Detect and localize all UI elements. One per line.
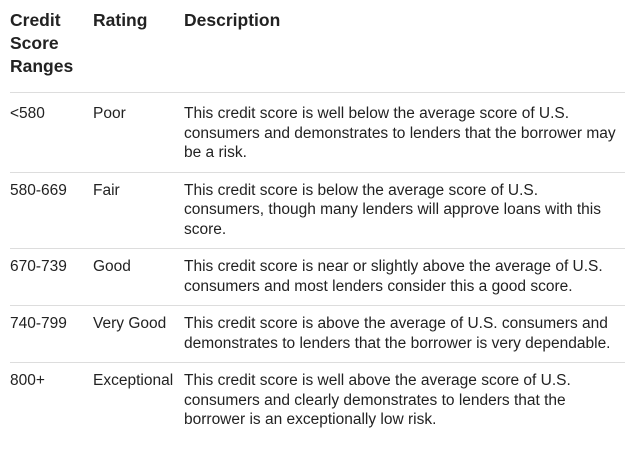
- table-header: Credit Score Ranges Rating Description: [10, 0, 625, 93]
- header-credit-score-ranges: Credit Score Ranges: [10, 10, 74, 76]
- description-cell: This credit score is well above the aver…: [184, 372, 571, 428]
- description-cell: This credit score is well below the aver…: [184, 105, 616, 161]
- rating-cell: Exceptional: [93, 372, 174, 389]
- table-row: 740-799 Very Good This credit score is a…: [10, 305, 625, 363]
- rating-cell: Fair: [93, 181, 120, 199]
- score-range-cell: 580-669: [10, 181, 67, 199]
- credit-score-table: Credit Score Ranges Rating Description <…: [10, 0, 625, 439]
- description-cell: This credit score is above the average o…: [184, 315, 611, 352]
- score-range-cell: 670-739: [10, 258, 67, 275]
- table-row: <580 Poor This credit score is well belo…: [10, 92, 625, 173]
- table-row: 580-669 Fair This credit score is below …: [10, 172, 625, 249]
- header-rating: Rating: [93, 10, 148, 30]
- table-body: <580 Poor This credit score is well belo…: [10, 92, 625, 439]
- score-range-cell: 800+: [10, 372, 45, 389]
- table-row: 670-739 Good This credit score is near o…: [10, 248, 625, 306]
- rating-cell: Good: [93, 258, 131, 275]
- rating-cell: Poor: [93, 105, 126, 122]
- table-row: 800+ Exceptional This credit score is we…: [10, 362, 625, 439]
- description-cell: This credit score is near or slightly ab…: [184, 258, 603, 295]
- score-range-cell: <580: [10, 105, 45, 122]
- description-cell: This credit score is below the average s…: [184, 181, 601, 238]
- score-range-cell: 740-799: [10, 315, 67, 332]
- header-description: Description: [184, 10, 281, 30]
- header-row: Credit Score Ranges Rating Description: [10, 0, 625, 93]
- rating-cell: Very Good: [93, 315, 167, 332]
